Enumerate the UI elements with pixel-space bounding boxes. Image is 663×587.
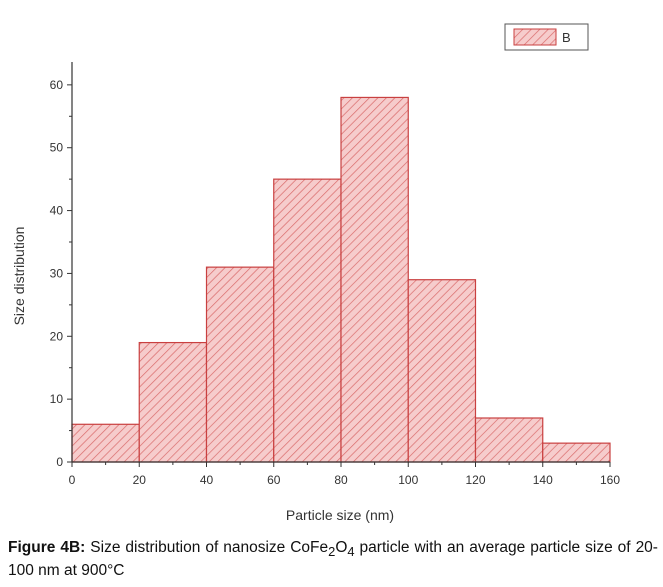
y-axis-title: Size distribution (11, 227, 27, 326)
y-tick-label: 10 (50, 392, 64, 406)
histogram-bar (138, 341, 208, 463)
x-tick-label: 100 (398, 473, 418, 487)
axes-layer: 0 20 40 60 80 100 120 140 160 0 10 20 30 40 50 60 (50, 62, 620, 487)
histogram-bar (542, 442, 611, 463)
histogram-bar (407, 279, 477, 463)
y-tick-label: 60 (50, 78, 64, 92)
x-tick-label: 0 (69, 473, 76, 487)
caption-oxygen: O (335, 539, 348, 556)
x-tick-label: 80 (334, 473, 348, 487)
caption-sub-2: 2 (328, 544, 336, 560)
x-axis-title: Particle size (nm) (286, 507, 394, 523)
histogram-bar (71, 423, 140, 463)
caption-text: Size distribution of nanosize CoFe (85, 539, 329, 556)
histogram-bar (205, 266, 275, 463)
y-tick-label: 50 (50, 141, 64, 155)
histogram-bar (273, 178, 342, 463)
caption-label: Figure 4B: (8, 539, 86, 556)
caption-text-end: particle with an average particle size o… (8, 539, 658, 580)
x-tick-label: 160 (600, 473, 620, 487)
x-tick-label: 40 (200, 473, 214, 487)
y-tick-label: 20 (50, 329, 64, 343)
x-tick-label: 120 (465, 473, 485, 487)
legend-swatch (513, 28, 557, 46)
y-tick-label: 30 (50, 266, 64, 280)
x-tick-label: 20 (133, 473, 147, 487)
caption-sub-4: 4 (347, 544, 355, 560)
bars-layer (71, 96, 611, 463)
x-tick-label: 140 (533, 473, 553, 487)
figure-caption: Figure 4B: Size distribution of nanosize… (8, 538, 658, 580)
y-tick-label: 0 (56, 455, 63, 469)
histogram-bar (474, 417, 544, 463)
histogram-bar (340, 96, 409, 463)
x-tick-label: 60 (267, 473, 281, 487)
histogram-chart: 0 20 40 60 80 100 120 140 160 0 10 20 30 40 50 60 Parti… (11, 23, 620, 523)
y-tick-label: 40 (50, 204, 64, 218)
legend: B (504, 23, 589, 51)
legend-label: B (562, 30, 571, 45)
